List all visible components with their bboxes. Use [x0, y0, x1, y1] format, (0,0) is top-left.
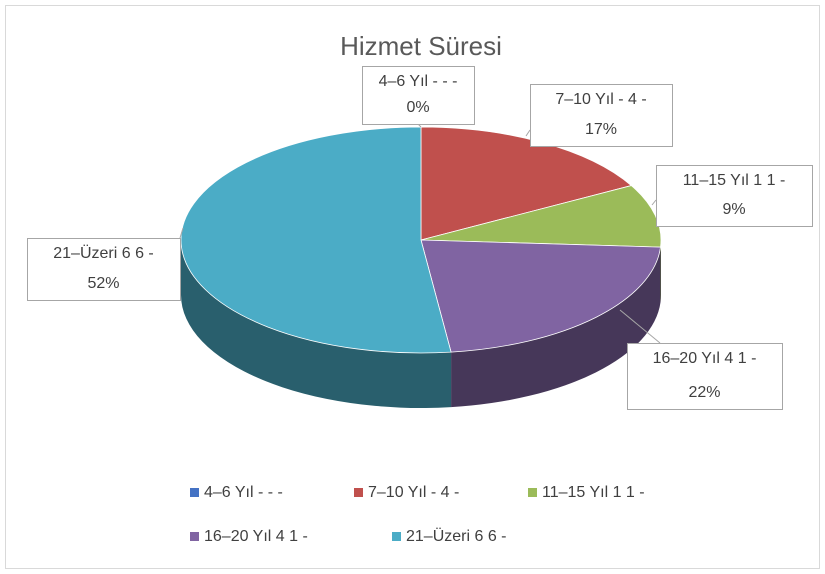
- pie-slice: [420, 239, 661, 353]
- data-label-category: 21–Üzeri 6 6 -: [53, 244, 154, 262]
- leader-line: [525, 129, 531, 137]
- data-label-box: [530, 84, 673, 147]
- data-label-category: 4–6 Yıl - - -: [379, 73, 458, 90]
- data-label: 4–6 Yıl - - - 0%: [379, 73, 458, 116]
- legend-label: 21–Üzeri 6 6 -: [406, 527, 507, 545]
- legend-marker: [354, 488, 363, 497]
- data-label: 21–Üzeri 6 6 - 52%: [53, 244, 154, 292]
- leader-line: [179, 227, 184, 239]
- data-label-box: [27, 238, 181, 301]
- data-label-box: [627, 343, 783, 410]
- pie-slice-side: [451, 247, 661, 408]
- data-label-value: 9%: [722, 201, 745, 218]
- data-label-value: 52%: [87, 275, 119, 292]
- data-label-category: 16–20 Yıl 4 1 -: [653, 350, 757, 367]
- legend-marker: [392, 532, 401, 541]
- legend-marker: [190, 532, 199, 541]
- legend-label: 16–20 Yıl 4 1 -: [204, 528, 308, 545]
- data-label-value: 17%: [585, 121, 617, 138]
- legend-label: 4–6 Yıl - - -: [204, 484, 283, 501]
- pie-slice: [180, 126, 452, 354]
- data-label-box: [362, 66, 475, 125]
- data-label-category: 7–10 Yıl - 4 -: [555, 91, 646, 108]
- legend-marker: [528, 488, 537, 497]
- data-label: 7–10 Yıl - 4 - 17%: [555, 91, 646, 138]
- data-label: 16–20 Yıl 4 1 - 22%: [653, 350, 757, 401]
- data-label-value: 22%: [688, 384, 720, 401]
- pie-slice-side: [181, 240, 452, 408]
- data-label-box: [656, 165, 813, 227]
- data-label: 11–15 Yıl 1 1 - 9%: [683, 172, 786, 218]
- chart-title: Hizmet Süresi: [340, 31, 502, 61]
- data-label-value: 0%: [406, 99, 429, 116]
- data-label-category: 11–15 Yıl 1 1 -: [683, 172, 786, 189]
- leader-line: [619, 309, 661, 344]
- pie-slice: [420, 185, 662, 248]
- legend-marker: [190, 488, 199, 497]
- legend-label: 7–10 Yıl - 4 -: [368, 484, 459, 501]
- leader-line: [651, 199, 657, 206]
- legend-label: 11–15 Yıl 1 1 -: [542, 484, 645, 501]
